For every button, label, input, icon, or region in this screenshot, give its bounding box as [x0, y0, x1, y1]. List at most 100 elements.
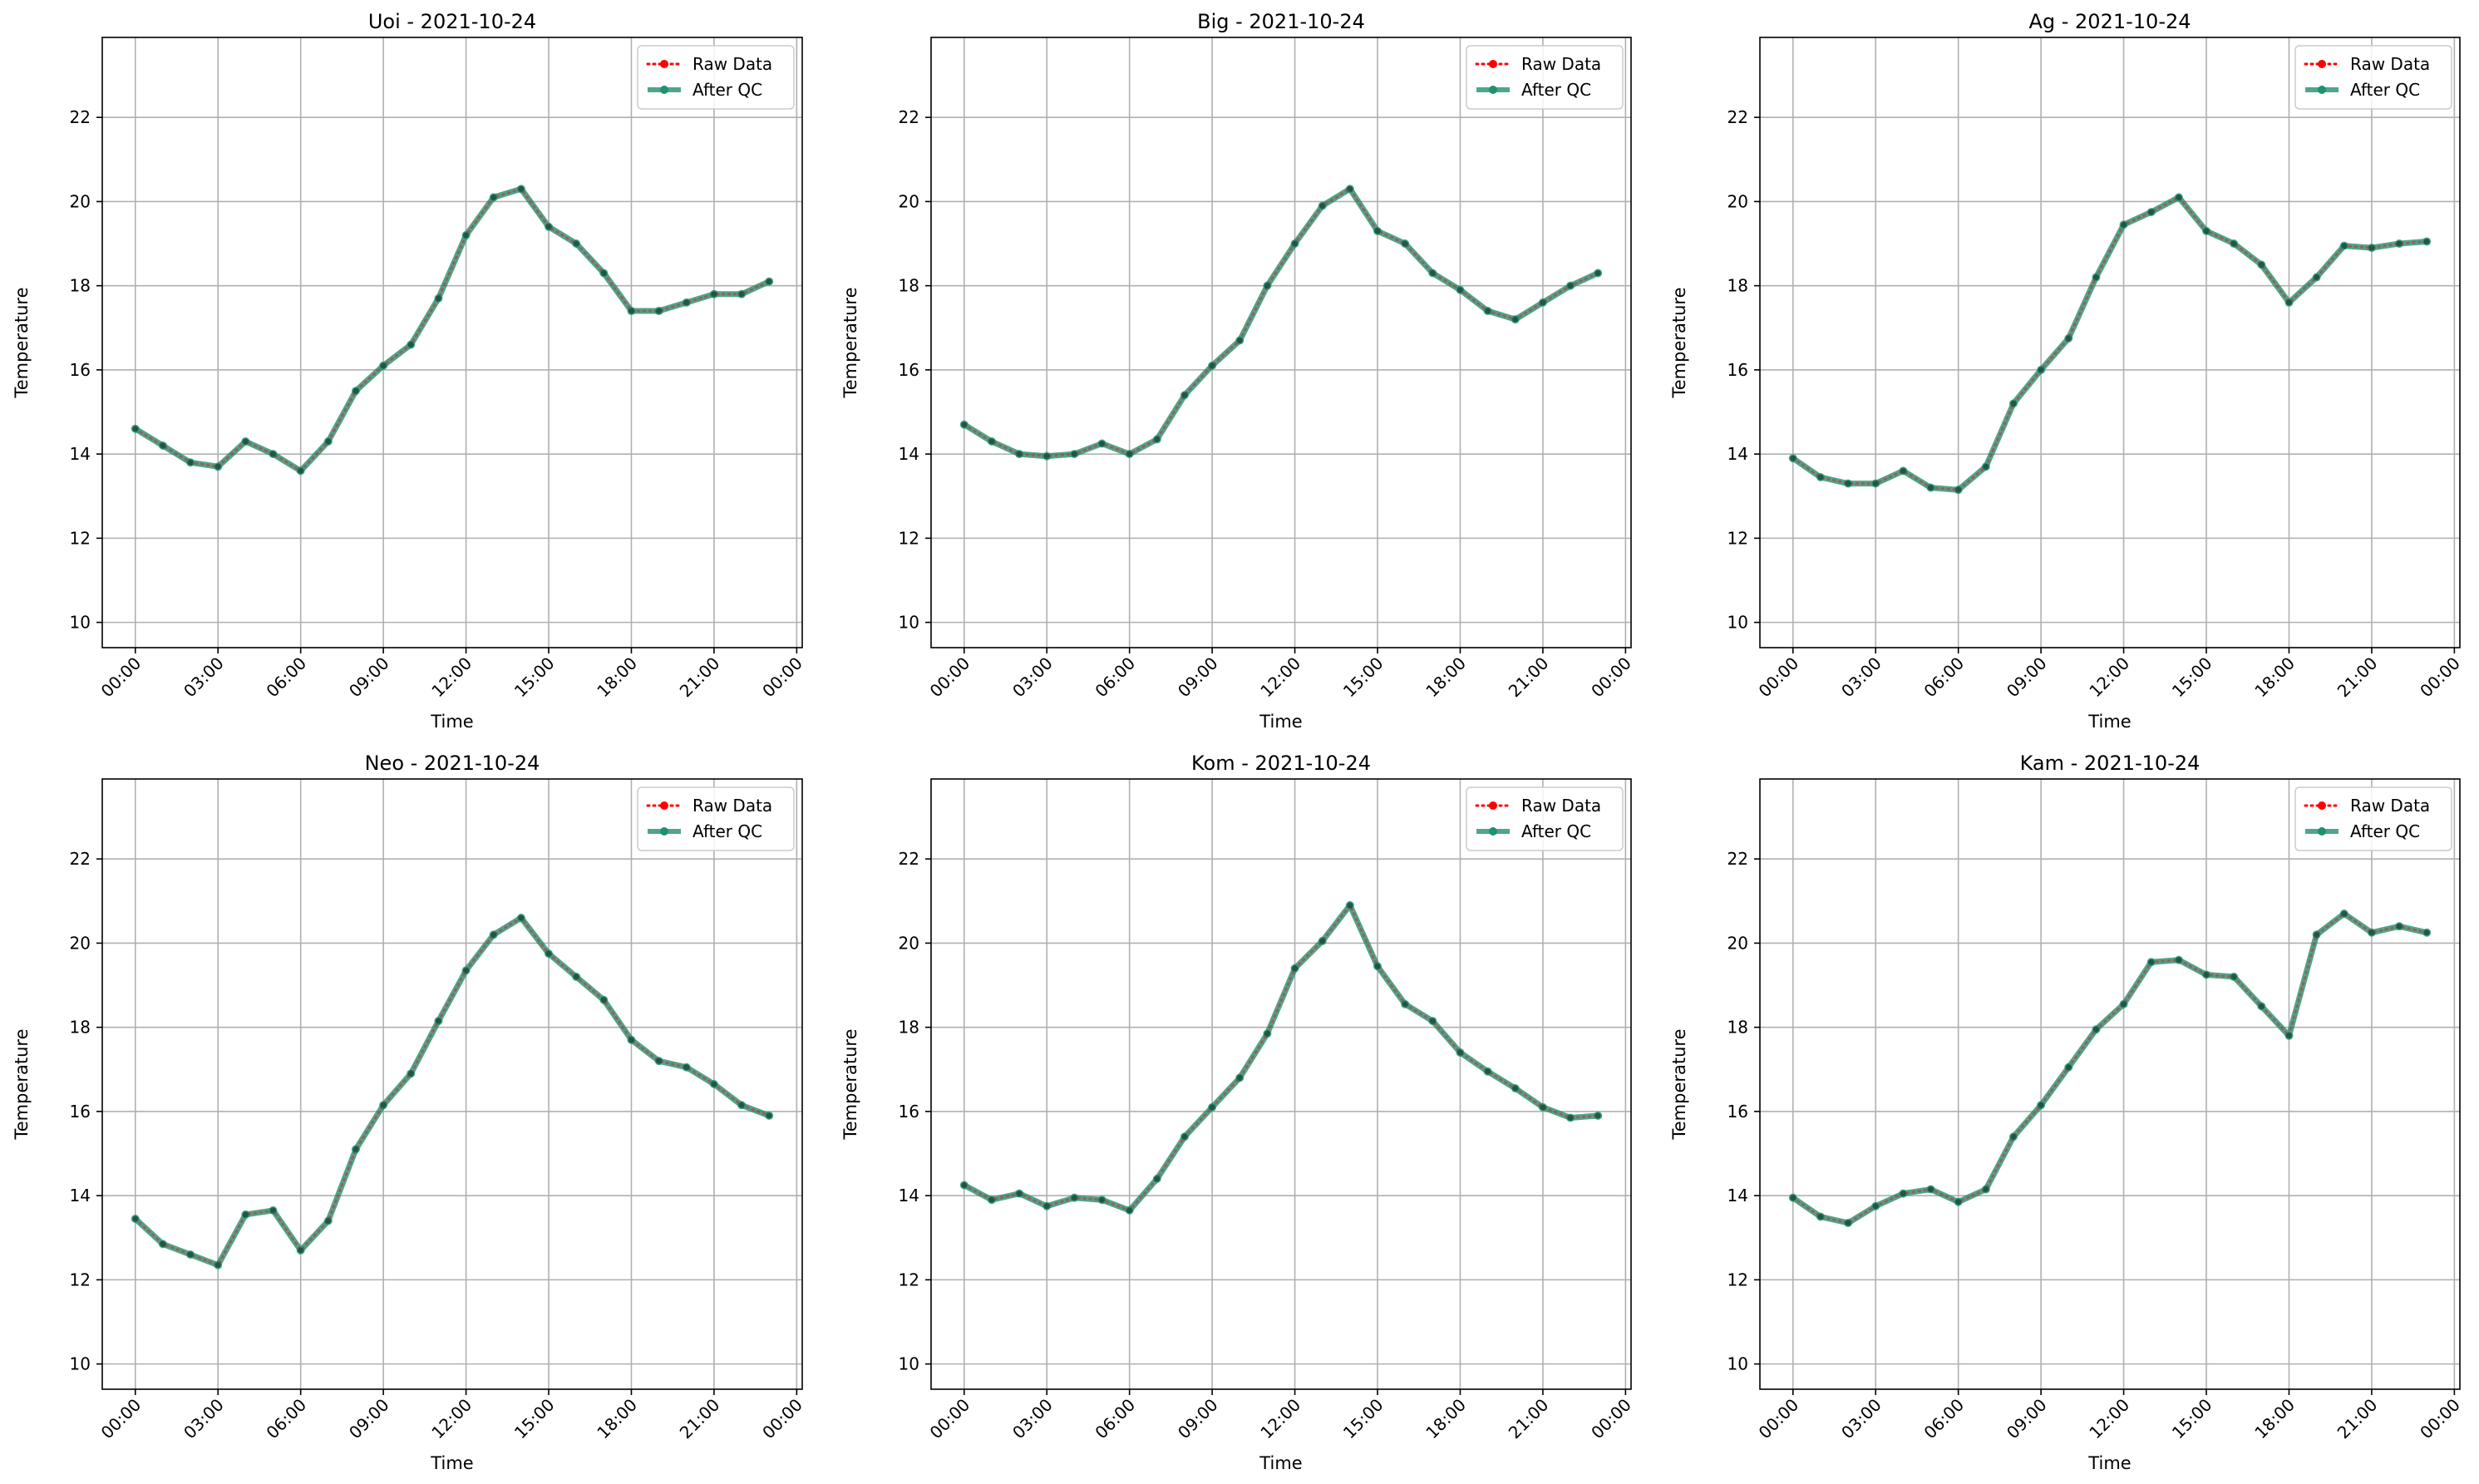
y-tick-label: 20 [899, 933, 919, 953]
subplot-5: 10 12 14 16 18 20 22 00:00 03:00 06:00 09:00 12:00 1… [1669, 752, 2464, 1473]
raw-data-point [1872, 481, 1879, 487]
raw-data-point [1594, 269, 1601, 276]
raw-data-point [242, 438, 249, 445]
raw-data-point [1900, 1191, 1906, 1197]
legend-after-qc-label: After QC [1521, 80, 1591, 100]
y-tick-label: 12 [70, 528, 91, 548]
raw-data-point [683, 1064, 690, 1071]
x-tick-label: 09:00 [1174, 653, 1222, 702]
x-tick-label: 06:00 [262, 1395, 310, 1443]
x-tick-label: 15:00 [2168, 653, 2216, 702]
x-tick-label: 03:00 [180, 653, 228, 702]
raw-data-point [1928, 1186, 1934, 1193]
legend-raw-data-label: Raw Data [2350, 796, 2430, 816]
series-line-raw-data [1791, 912, 2428, 1225]
subplot-title: Ag - 2021-10-24 [2028, 10, 2191, 33]
x-axis-label: Time [430, 1453, 473, 1473]
y-tick-label: 20 [1727, 933, 1748, 953]
series-line-raw-data [963, 187, 1599, 458]
raw-data-point [2341, 910, 2348, 917]
x-tick-label: 00:00 [758, 653, 806, 702]
y-tick-label: 18 [899, 1018, 919, 1038]
raw-data-point [1567, 1114, 1574, 1121]
raw-data-point [961, 422, 968, 428]
raw-data-point [270, 451, 277, 457]
x-tick-label: 15:00 [510, 653, 559, 702]
raw-data-point [573, 240, 579, 247]
y-tick-label: 16 [1727, 1102, 1748, 1122]
raw-data-point [214, 463, 221, 470]
raw-data-point [1955, 1199, 1962, 1205]
raw-data-point [988, 1196, 995, 1203]
raw-data-point [2341, 243, 2348, 249]
y-tick-label: 18 [1727, 276, 1748, 296]
axes-frame [101, 37, 803, 648]
raw-data-point [1319, 202, 1326, 209]
legend-raw-data-label: Raw Data [1521, 796, 1601, 816]
raw-data-point [1485, 1068, 1491, 1075]
y-tick-label: 14 [899, 444, 919, 464]
raw-data-point [2230, 974, 2237, 980]
legend-after-qc-label: After QC [2350, 821, 2420, 841]
legend-raw-data-marker [2318, 801, 2326, 810]
series-line-raw-data [963, 903, 1599, 1212]
raw-data-point [270, 1207, 277, 1214]
raw-data-point [2203, 971, 2210, 978]
y-tick-label: 12 [70, 1270, 91, 1289]
subplot-3: 10 12 14 16 18 20 22 00:00 03:00 06:00 09:00 12:00 1… [12, 752, 806, 1473]
legend-raw-data-marker [660, 60, 668, 68]
plot-area [102, 37, 802, 648]
y-tick-label: 22 [899, 849, 919, 869]
axes-frame [1759, 37, 2461, 648]
raw-data-point [2368, 929, 2375, 936]
raw-data-point [545, 950, 552, 957]
x-tick-label: 03:00 [1837, 653, 1885, 702]
raw-data-point [738, 291, 745, 298]
y-tick-label: 10 [1727, 1354, 1748, 1374]
y-tick-label: 12 [899, 1270, 919, 1289]
subplot-title: Kom - 2021-10-24 [1191, 752, 1371, 775]
raw-data-point [1347, 902, 1353, 909]
raw-data-point [2038, 367, 2044, 373]
x-tick-label: 03:00 [1008, 653, 1057, 702]
raw-data-point [1016, 451, 1023, 457]
raw-data-point [1126, 451, 1133, 457]
raw-data-point [1154, 436, 1161, 442]
raw-data-point [628, 308, 634, 314]
subplot-4: 10 12 14 16 18 20 22 00:00 03:00 06:00 09:00 12:00 1… [840, 752, 1635, 1473]
raw-data-point [1264, 283, 1270, 289]
x-tick-label: 12:00 [2085, 1395, 2133, 1443]
y-tick-label: 12 [899, 528, 919, 548]
raw-data-point [711, 1081, 717, 1087]
x-tick-label: 18:00 [2250, 1395, 2299, 1443]
y-axis-label: Temperature [1669, 287, 1689, 398]
legend-box [637, 786, 795, 851]
x-tick-label: 06:00 [1920, 1395, 1968, 1443]
legend-raw-data-label: Raw Data [1521, 54, 1601, 74]
y-tick-label: 14 [899, 1186, 919, 1205]
raw-data-point [1540, 299, 1546, 306]
raw-data-point [1512, 1085, 1519, 1092]
legend-after-qc-marker [1489, 86, 1497, 94]
raw-data-point [1071, 1195, 1077, 1201]
raw-data-point [1900, 467, 1906, 474]
plot-area [1760, 779, 2460, 1389]
raw-data-point [2258, 261, 2265, 268]
raw-data-point [600, 269, 607, 276]
raw-data-point [545, 224, 552, 230]
raw-data-point [1456, 1049, 1463, 1056]
raw-data-point [2423, 239, 2430, 245]
raw-data-point [2314, 931, 2320, 938]
x-axis-label: Time [2087, 712, 2131, 732]
raw-data-point [1983, 1186, 1989, 1193]
raw-data-point [1402, 240, 1408, 247]
raw-data-point [1043, 1203, 1050, 1210]
x-tick-label: 03:00 [1008, 1395, 1057, 1443]
x-tick-label: 18:00 [2250, 653, 2299, 702]
raw-data-point [2258, 1003, 2265, 1009]
raw-data-point [766, 1112, 772, 1119]
legend-after-qc-marker [660, 827, 668, 836]
axes-frame [101, 778, 803, 1390]
x-tick-label: 00:00 [926, 1395, 974, 1443]
